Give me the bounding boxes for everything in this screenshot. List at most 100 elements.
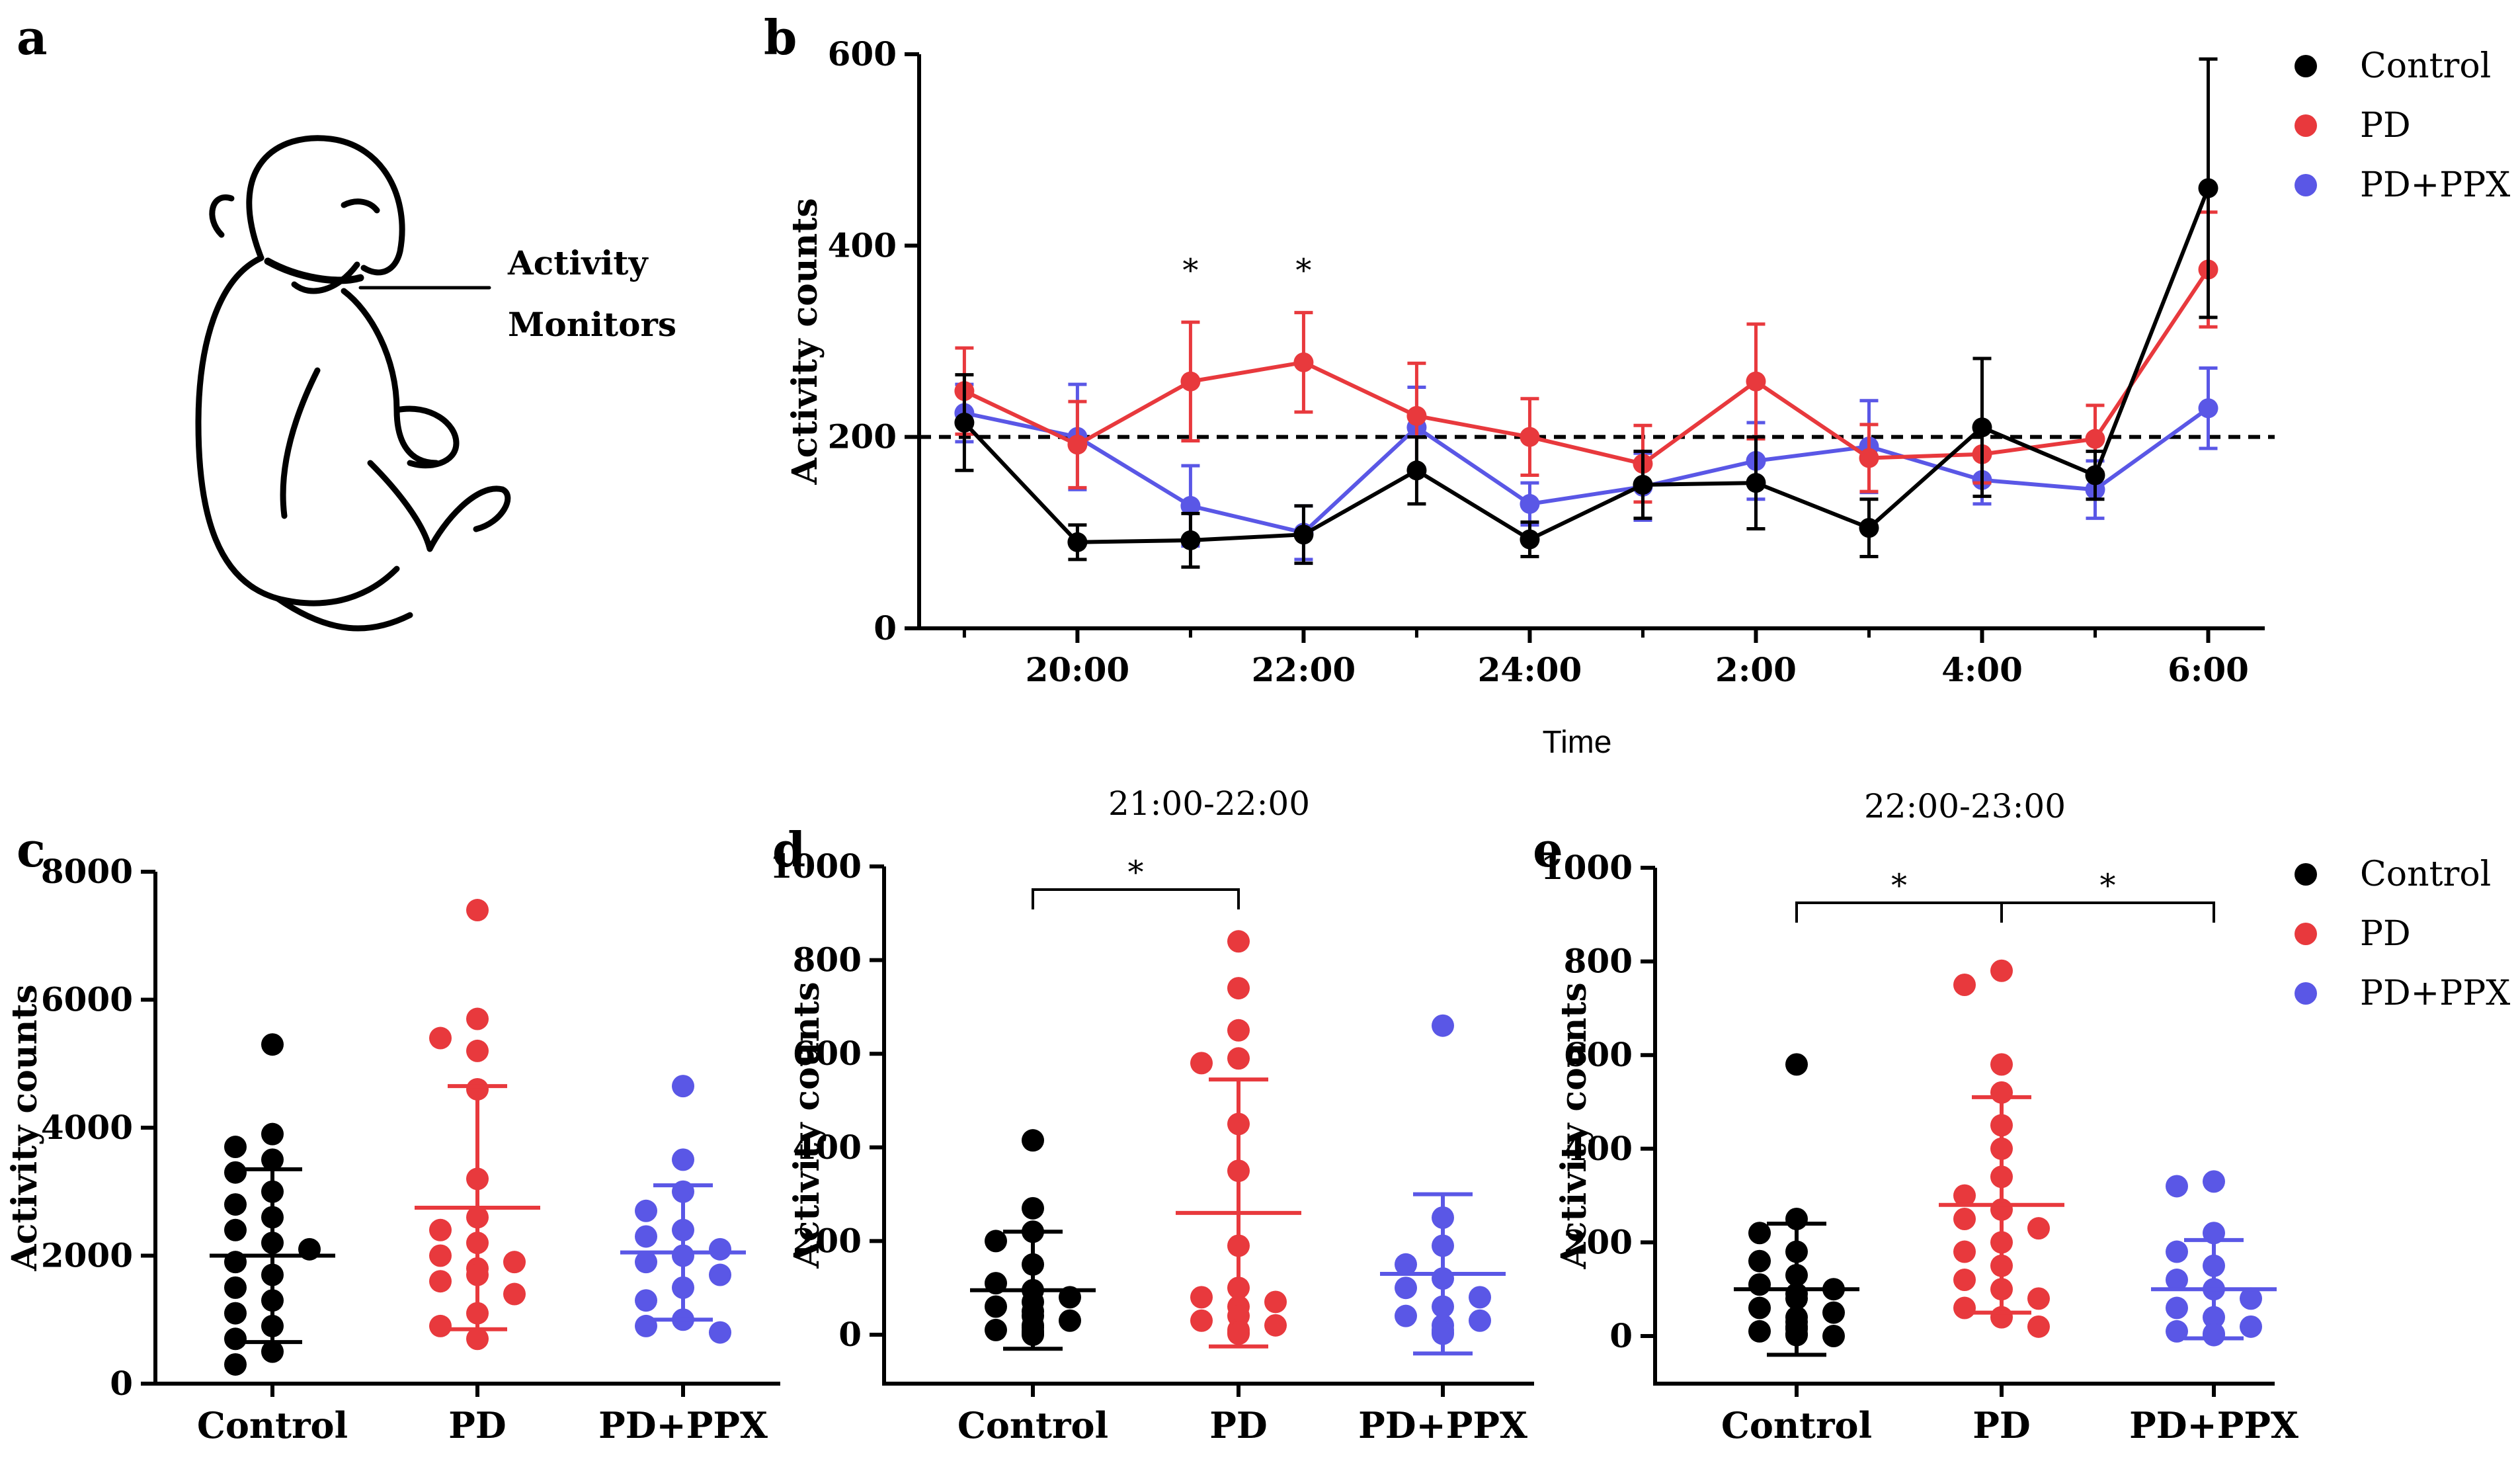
significance-star: * [1891, 867, 1907, 904]
x-tick-label: 22:00 [1252, 650, 1356, 689]
data-point [1520, 493, 1540, 514]
data-point [261, 1122, 284, 1146]
legend-marker [2295, 863, 2317, 886]
data-point [466, 1327, 489, 1351]
panel-c-chart: 0 2000 4000 6000 8000 Control PD PD+PPX Activity… [5, 852, 780, 1446]
legend-top: Control PD PD+PPX [2295, 46, 2510, 205]
data-point [466, 899, 489, 922]
data-point [224, 1193, 247, 1216]
data-point [1990, 1053, 2013, 1076]
data-point [2166, 1175, 2188, 1198]
data-point [224, 1218, 247, 1241]
legend-label: Control [2360, 855, 2491, 894]
y-axis-title: Activity counts [785, 198, 825, 485]
monkey-inner-arm [280, 367, 321, 519]
legend-label: PD [2360, 106, 2411, 146]
y-tick-label: 400 [793, 1128, 862, 1167]
data-point [1748, 1222, 1771, 1245]
data-point [1746, 473, 1766, 493]
y-tick-label: 600 [793, 1034, 862, 1073]
data-point [224, 1353, 247, 1376]
data-point [2198, 398, 2218, 419]
data-point [1822, 1325, 1845, 1347]
data-point [1293, 524, 1314, 545]
data-point [1748, 1319, 1771, 1343]
y-tick-label: 0 [838, 1315, 862, 1354]
significance-star: * [1182, 252, 1198, 289]
data-point [1953, 1296, 1976, 1319]
data-point [1953, 1269, 1976, 1292]
data-point [635, 1251, 657, 1274]
activity-monitors-label-2: Monitors [508, 305, 676, 344]
y-axis-title: Activity counts [787, 982, 827, 1269]
data-point [429, 1218, 452, 1241]
category-label: PD+PPX [1358, 1404, 1527, 1446]
legend-marker [2295, 923, 2317, 945]
data-point [1180, 495, 1201, 516]
data-point [503, 1251, 526, 1274]
data-point [1227, 977, 1250, 1000]
panel-letter-d: d [772, 821, 805, 878]
data-point [1022, 1196, 1044, 1220]
data-point [429, 1244, 452, 1267]
data-point [1953, 1240, 1976, 1263]
data-point [1190, 1309, 1213, 1332]
data-point [1059, 1309, 1081, 1332]
legend-label: PD+PPX [2360, 165, 2510, 205]
y-tick-label: 1000 [1541, 848, 1633, 887]
series-line-control [963, 187, 2211, 544]
significance-bracket [2000, 901, 2215, 923]
significance-bracket [1032, 888, 1240, 909]
data-point [224, 1161, 247, 1184]
x-tick-label: 6:00 [2168, 650, 2249, 689]
category-label: PD [1972, 1404, 2030, 1446]
data-point [429, 1270, 452, 1293]
data-point [224, 1327, 247, 1351]
panel-letter-a: a [17, 9, 48, 65]
y-tick-label: 4000 [41, 1108, 133, 1147]
x-tick-label: 2:00 [1715, 650, 1797, 689]
data-point [1859, 518, 1879, 538]
panel-letter-c: c [17, 821, 46, 878]
data-point [2203, 1170, 2225, 1193]
y-tick-label: 400 [1564, 1129, 1633, 1168]
data-point [1785, 1053, 1808, 1076]
y-tick-label: 2000 [41, 1236, 133, 1275]
data-point [429, 1026, 452, 1050]
panel-b-chart: 0 200 400 600 20:00 22:00 24:00 2:00 4:00 6:00 Act… [785, 34, 2275, 760]
data-point [2166, 1240, 2188, 1263]
data-point [1822, 1301, 1845, 1324]
data-point [1520, 427, 1540, 447]
monkey-illustration [195, 135, 511, 632]
x-tick-label: 20:00 [1026, 650, 1130, 689]
y-tick-label: 800 [1564, 942, 1633, 981]
y-tick-label: 600 [828, 34, 897, 73]
legend-label: PD+PPX [2360, 974, 2510, 1013]
monkey-ear [209, 194, 235, 238]
data-point [1953, 1184, 1976, 1207]
y-tick-label: 0 [1609, 1316, 1633, 1355]
data-point [635, 1289, 657, 1312]
data-point [1395, 1277, 1417, 1300]
data-point [1227, 1047, 1250, 1070]
data-point [1469, 1286, 1491, 1309]
y-tick-label: 8000 [41, 852, 133, 891]
data-point [709, 1263, 731, 1286]
panel-letter-b: b [764, 9, 797, 65]
data-point [1953, 1208, 1976, 1230]
x-axis-title: Time [1543, 725, 1612, 760]
significance-bracket [1795, 901, 2003, 923]
monkey-eye [341, 198, 380, 214]
monkey-seat [274, 595, 413, 632]
x-tick-label: 24:00 [1478, 650, 1582, 689]
y-tick-label: 0 [874, 608, 897, 648]
data-point [261, 1340, 284, 1363]
y-tick-label: 800 [793, 941, 862, 980]
significance-star: * [1295, 252, 1311, 289]
panel-letter-e: e [1533, 821, 1563, 878]
x-tick-label: 4:00 [1941, 650, 2023, 689]
y-tick-label: 400 [828, 226, 897, 265]
series-line-pd-ppx [963, 406, 2210, 535]
chart-title: 21:00-22:00 [1108, 784, 1310, 823]
